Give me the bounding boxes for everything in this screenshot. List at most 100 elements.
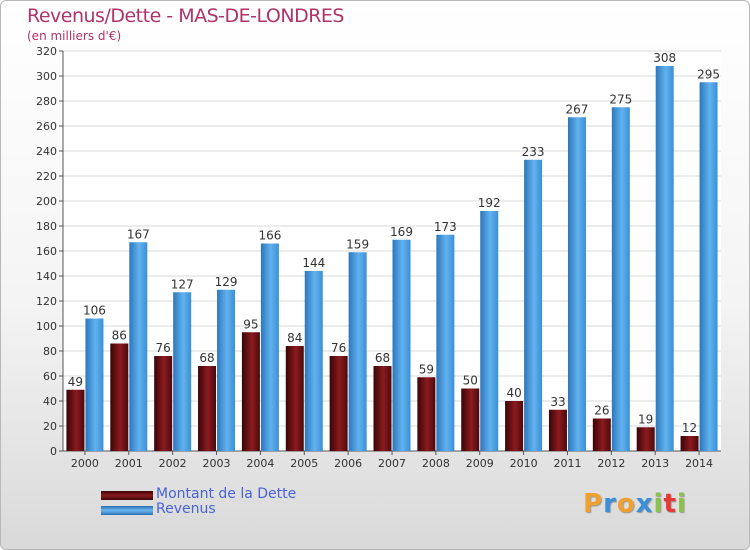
data-label-revenue: 166 bbox=[258, 229, 281, 243]
y-tick-label: 220 bbox=[36, 170, 57, 183]
x-tick-label: 2013 bbox=[641, 457, 669, 470]
bar-revenue bbox=[129, 242, 148, 451]
bar-revenue bbox=[217, 289, 236, 451]
bar-revenue bbox=[304, 271, 323, 451]
y-tick-label: 300 bbox=[36, 70, 57, 83]
bar-debt bbox=[592, 418, 611, 451]
logo-letter: x bbox=[635, 489, 654, 519]
x-tick-label: 2011 bbox=[553, 457, 581, 470]
x-tick-label: 2010 bbox=[510, 457, 538, 470]
bar-revenue bbox=[699, 82, 718, 451]
bar-revenue bbox=[348, 252, 367, 451]
x-tick-label: 2014 bbox=[685, 457, 713, 470]
bar-debt bbox=[154, 356, 173, 451]
bar-debt bbox=[66, 389, 85, 451]
data-label-debt: 59 bbox=[419, 362, 434, 376]
logo-letter: P bbox=[583, 489, 604, 519]
x-tick-label: 2000 bbox=[71, 457, 99, 470]
data-label-debt: 68 bbox=[375, 351, 390, 365]
x-tick-label: 2007 bbox=[378, 457, 406, 470]
logo-letter: r bbox=[603, 489, 617, 519]
x-tick-label: 2008 bbox=[422, 457, 450, 470]
y-tick-label: 0 bbox=[50, 445, 57, 458]
bar-revenue bbox=[392, 239, 411, 451]
y-tick-label: 20 bbox=[43, 420, 57, 433]
data-label-debt: 50 bbox=[463, 374, 478, 388]
data-label-debt: 68 bbox=[199, 351, 214, 365]
data-label-debt: 33 bbox=[550, 395, 565, 409]
legend-label-debt: Montant de la Dette bbox=[156, 486, 297, 502]
chart-title: Revenus/Dette - MAS-DE-LONDRES bbox=[27, 5, 344, 27]
y-tick-label: 240 bbox=[36, 145, 57, 158]
data-label-revenue: 106 bbox=[83, 304, 106, 318]
x-tick-label: 2006 bbox=[334, 457, 362, 470]
bar-debt bbox=[241, 332, 260, 451]
bar-revenue bbox=[655, 66, 674, 451]
data-label-debt: 26 bbox=[594, 404, 609, 418]
data-label-revenue: 129 bbox=[215, 275, 238, 289]
bar-debt bbox=[461, 388, 480, 451]
bar-debt bbox=[548, 409, 567, 451]
data-label-debt: 40 bbox=[506, 386, 521, 400]
logo-letter: t bbox=[663, 489, 677, 519]
data-label-revenue: 308 bbox=[653, 51, 676, 65]
y-tick-label: 260 bbox=[36, 120, 57, 133]
data-label-revenue: 169 bbox=[390, 225, 413, 239]
data-label-revenue: 167 bbox=[127, 227, 150, 241]
data-label-revenue: 295 bbox=[697, 67, 720, 81]
data-label-debt: 84 bbox=[287, 331, 302, 345]
data-label-revenue: 173 bbox=[434, 220, 457, 234]
bar-revenue bbox=[524, 159, 543, 451]
data-label-revenue: 127 bbox=[171, 277, 194, 291]
y-tick-label: 280 bbox=[36, 95, 57, 108]
y-tick-label: 180 bbox=[36, 220, 57, 233]
data-label-debt: 76 bbox=[156, 341, 171, 355]
x-tick-label: 2001 bbox=[115, 457, 143, 470]
x-tick-label: 2005 bbox=[290, 457, 318, 470]
x-tick-label: 2002 bbox=[159, 457, 187, 470]
data-label-revenue: 233 bbox=[522, 145, 545, 159]
bar-revenue bbox=[567, 117, 586, 451]
bar-debt bbox=[329, 356, 348, 451]
chart-subtitle: (en milliers d'€) bbox=[27, 29, 122, 43]
data-label-revenue: 275 bbox=[609, 92, 632, 106]
bar-revenue bbox=[480, 211, 499, 451]
x-tick-label: 2009 bbox=[466, 457, 494, 470]
y-tick-label: 120 bbox=[36, 295, 57, 308]
data-label-debt: 19 bbox=[638, 412, 653, 426]
y-tick-label: 100 bbox=[36, 320, 57, 333]
bar-debt bbox=[680, 436, 699, 451]
y-tick-label: 60 bbox=[43, 370, 57, 383]
bar-revenue bbox=[260, 243, 279, 451]
bar-debt bbox=[636, 427, 655, 451]
data-label-revenue: 267 bbox=[566, 102, 589, 116]
bar-debt bbox=[373, 366, 392, 451]
data-label-revenue: 144 bbox=[302, 256, 325, 270]
logo-letter: i bbox=[653, 489, 664, 519]
data-label-debt: 86 bbox=[112, 329, 127, 343]
data-label-debt: 76 bbox=[331, 341, 346, 355]
data-label-revenue: 159 bbox=[346, 237, 369, 251]
logo-letter: o bbox=[616, 489, 636, 519]
legend-label-revenue: Revenus bbox=[156, 501, 216, 517]
y-tick-label: 80 bbox=[43, 345, 57, 358]
bar-debt bbox=[417, 377, 436, 451]
data-label-debt: 49 bbox=[68, 375, 83, 389]
y-tick-label: 160 bbox=[36, 245, 57, 258]
bar-revenue bbox=[436, 234, 455, 451]
data-label-debt: 95 bbox=[243, 317, 258, 331]
bar-debt bbox=[285, 346, 304, 451]
x-tick-label: 2003 bbox=[203, 457, 231, 470]
data-label-debt: 12 bbox=[682, 421, 697, 435]
proxiti-logo: Proxiti bbox=[583, 489, 687, 519]
y-tick-label: 200 bbox=[36, 195, 57, 208]
y-tick-label: 140 bbox=[36, 270, 57, 283]
bar-debt bbox=[198, 366, 217, 451]
bar-revenue bbox=[85, 318, 104, 451]
y-tick-label: 40 bbox=[43, 395, 57, 408]
data-label-revenue: 192 bbox=[478, 196, 501, 210]
x-tick-label: 2012 bbox=[597, 457, 625, 470]
bar-debt bbox=[505, 401, 524, 451]
